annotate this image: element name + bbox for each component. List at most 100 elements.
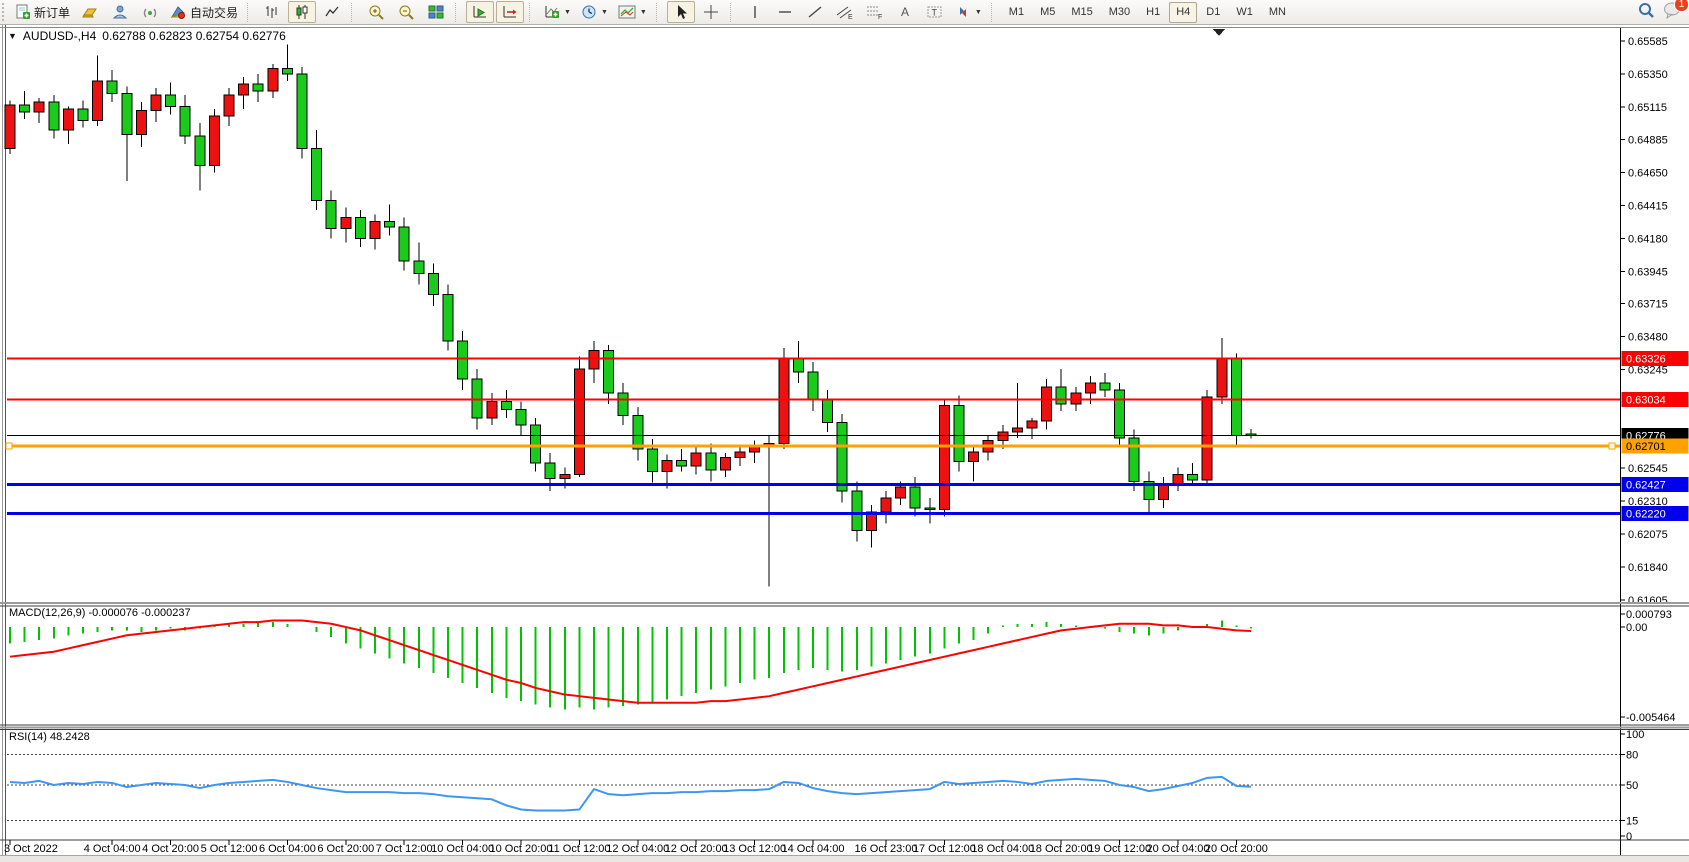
zoom-in-button[interactable] (362, 1, 390, 23)
svg-text:-0.005464: -0.005464 (1626, 712, 1676, 724)
svg-text:0.62545: 0.62545 (1628, 463, 1668, 475)
signal-icon (142, 4, 159, 20)
svg-text:0.61605: 0.61605 (1628, 595, 1668, 607)
line-chart-type-button[interactable] (318, 1, 346, 23)
periods-button[interactable]: ▼ (577, 1, 612, 23)
chart-shift-marker (1213, 29, 1225, 36)
svg-text:0.64415: 0.64415 (1628, 200, 1668, 212)
auto-trading-label: 自动交易 (190, 5, 239, 20)
search-icon[interactable] (1637, 1, 1655, 19)
svg-text:0.65115: 0.65115 (1628, 102, 1667, 114)
bar-chart-type-button[interactable] (258, 1, 286, 23)
auto-scroll-icon (472, 4, 488, 20)
line-chart-icon (324, 4, 340, 20)
text-tool-button[interactable]: A (891, 1, 919, 23)
crosshair-tool-button[interactable] (697, 1, 725, 23)
trendline-tool-button[interactable] (801, 1, 829, 23)
text-label-tool-button[interactable]: T (921, 1, 949, 23)
timeframe-button-M5[interactable]: M5 (1040, 6, 1056, 18)
timeframe-button-W1[interactable]: W1 (1236, 6, 1253, 18)
tile-windows-icon (428, 4, 444, 20)
add-indicator-icon (544, 4, 560, 20)
one-click-trading-toggle-icon[interactable]: ▼ (8, 31, 17, 41)
svg-text:19 Oct 12:00: 19 Oct 12:00 (1088, 843, 1151, 855)
svg-text:4 Oct 04:00: 4 Oct 04:00 (84, 843, 141, 855)
chart-ohlc-values: 0.62788 0.62823 0.62754 0.62776 (102, 29, 286, 43)
horizontal-line-tool-button[interactable] (771, 1, 799, 23)
timeframe-button-H4[interactable]: H4 (1169, 1, 1198, 23)
toolbar-separator (990, 2, 998, 22)
time-axis: 3 Oct 2022 4 Oct 04:00 4 Oct 20:00 5 Oct 12… (4, 840, 1268, 855)
timeframe-button-H1[interactable]: H1 (1146, 6, 1161, 18)
templates-button[interactable]: ▼ (614, 1, 651, 23)
svg-text:0.63480: 0.63480 (1628, 332, 1668, 344)
svg-text:F: F (878, 14, 882, 20)
svg-text:0.62220: 0.62220 (1626, 509, 1666, 521)
svg-text:16 Oct 23:00: 16 Oct 23:00 (855, 843, 918, 855)
svg-text:12 Oct 04:00: 12 Oct 04:00 (606, 843, 669, 855)
cursor-tool-button[interactable] (666, 1, 695, 23)
timeframe-button-M15[interactable]: M15 (1071, 6, 1093, 18)
macd-signal-line (9, 619, 1252, 704)
tile-windows-button[interactable] (422, 1, 450, 23)
text-label-icon: T (926, 4, 944, 20)
market-watch-button[interactable] (76, 1, 104, 23)
zoom-out-icon (398, 4, 415, 20)
svg-text:10 Oct 20:00: 10 Oct 20:00 (490, 843, 553, 855)
svg-text:5 Oct 12:00: 5 Oct 12:00 (201, 843, 258, 855)
candlestick-chart-icon (294, 4, 310, 20)
equidistant-channel-tool-button[interactable]: E (831, 1, 859, 23)
toolbar-grip[interactable] (2, 3, 10, 21)
clock-icon (581, 4, 597, 20)
svg-text:20 Oct 20:00: 20 Oct 20:00 (1205, 843, 1268, 855)
text-icon: A (898, 4, 912, 20)
fibonacci-tool-button[interactable]: F (861, 1, 889, 23)
vertical-line-tool-button[interactable] (741, 1, 769, 23)
svg-text:3 Oct 2022: 3 Oct 2022 (4, 843, 58, 855)
zoom-out-button[interactable] (392, 1, 420, 23)
svg-text:20 Oct 04:00: 20 Oct 04:00 (1147, 843, 1210, 855)
template-icon (618, 4, 636, 20)
svg-text:0: 0 (1626, 831, 1632, 843)
timeframe-button-M1[interactable]: M1 (1008, 6, 1025, 18)
toolbar-right: 1 (1637, 0, 1689, 20)
svg-text:50: 50 (1626, 780, 1638, 792)
svg-text:14 Oct 04:00: 14 Oct 04:00 (782, 843, 845, 855)
svg-text:0.000793: 0.000793 (1626, 609, 1672, 621)
toolbar-separator (655, 2, 663, 22)
signals-button[interactable] (136, 1, 164, 23)
svg-text:0.63034: 0.63034 (1626, 394, 1666, 406)
toolbar-separator (455, 2, 462, 22)
macd-histogram (9, 620, 1252, 710)
new-order-button[interactable]: 新订单 (11, 1, 74, 23)
svg-text:0.64180: 0.64180 (1628, 233, 1668, 245)
main-toolbar: 新订单 自动交易 (0, 0, 1689, 25)
svg-text:12 Oct 20:00: 12 Oct 20:00 (665, 843, 728, 855)
chevron-down-icon: ▼ (564, 8, 571, 16)
vertical-line-icon (749, 4, 761, 20)
new-order-icon (15, 4, 31, 20)
auto-scroll-button[interactable] (466, 1, 495, 23)
profile-button[interactable] (106, 1, 134, 23)
horizontal-line-icon (777, 4, 793, 20)
indicators-button[interactable]: ▼ (540, 1, 575, 23)
timeframe-button-M30[interactable]: M30 (1108, 6, 1131, 18)
timeframe-button-D1[interactable]: D1 (1206, 6, 1221, 18)
trendline-icon (807, 4, 823, 20)
svg-text:18 Oct 04:00: 18 Oct 04:00 (971, 843, 1034, 855)
chevron-down-icon: ▼ (974, 8, 982, 16)
svg-text:0.63945: 0.63945 (1628, 266, 1668, 278)
chart-shift-button[interactable] (496, 1, 525, 23)
candlestick-chart-type-button[interactable] (288, 1, 317, 23)
svg-text:0.63715: 0.63715 (1628, 299, 1668, 311)
arrows-tool-button[interactable]: ▼ (951, 1, 986, 23)
auto-trading-button[interactable]: 自动交易 (166, 1, 242, 23)
svg-text:6 Oct 20:00: 6 Oct 20:00 (317, 843, 374, 855)
gold-bar-icon (81, 4, 99, 20)
chat-icon[interactable]: 1 (1663, 0, 1689, 20)
svg-text:100: 100 (1626, 729, 1644, 741)
toolbar-separator (529, 2, 536, 22)
rsi-value: 48.2428 (49, 731, 90, 743)
timeframe-button-MN[interactable]: MN (1268, 6, 1286, 18)
